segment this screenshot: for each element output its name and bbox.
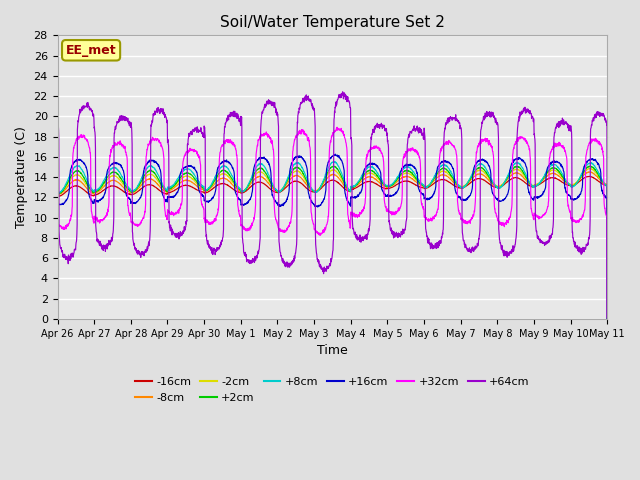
+16cm [570, 197, 578, 203]
-2cm [604, 316, 611, 322]
+32cm [54, 219, 61, 225]
+64cm [339, 89, 346, 95]
+16cm [349, 195, 356, 201]
+8cm [570, 183, 578, 189]
-16cm [555, 177, 563, 183]
-16cm [348, 186, 356, 192]
-2cm [348, 184, 356, 190]
Legend: -16cm, -8cm, -2cm, +2cm, +8cm, +16cm, +32cm, +64cm: -16cm, -8cm, -2cm, +2cm, +8cm, +16cm, +3… [131, 373, 534, 407]
+32cm [207, 222, 214, 228]
+32cm [570, 218, 578, 224]
Text: EE_met: EE_met [66, 44, 116, 57]
+16cm [604, 317, 611, 323]
+8cm [54, 189, 61, 194]
X-axis label: Time: Time [317, 344, 348, 357]
+32cm [349, 212, 356, 217]
-8cm [348, 185, 356, 191]
-16cm [207, 187, 214, 193]
Line: +32cm: +32cm [58, 127, 607, 317]
-8cm [604, 316, 611, 322]
-2cm [570, 182, 578, 188]
+2cm [207, 184, 214, 190]
-8cm [555, 173, 563, 179]
+64cm [555, 125, 563, 131]
Line: +64cm: +64cm [58, 92, 607, 319]
-8cm [360, 176, 368, 182]
Title: Soil/Water Temperature Set 2: Soil/Water Temperature Set 2 [220, 15, 445, 30]
Y-axis label: Temperature (C): Temperature (C) [15, 126, 28, 228]
+8cm [492, 184, 500, 190]
+2cm [54, 190, 61, 196]
+2cm [348, 184, 356, 190]
-16cm [492, 184, 500, 190]
+2cm [555, 168, 563, 174]
+64cm [207, 247, 214, 253]
-16cm [360, 180, 368, 186]
-8cm [54, 192, 61, 197]
+8cm [330, 159, 338, 165]
+32cm [604, 314, 611, 320]
+8cm [349, 184, 356, 190]
Line: -8cm: -8cm [58, 172, 607, 319]
+16cm [332, 151, 339, 157]
+64cm [604, 316, 611, 322]
+8cm [360, 169, 368, 175]
+8cm [604, 316, 611, 322]
+64cm [570, 239, 578, 244]
-2cm [360, 174, 368, 180]
-16cm [604, 316, 611, 322]
-2cm [586, 166, 593, 171]
-2cm [492, 182, 500, 188]
+64cm [492, 118, 500, 124]
+32cm [333, 124, 341, 130]
Line: -2cm: -2cm [58, 168, 607, 319]
+2cm [570, 183, 578, 189]
-16cm [570, 182, 578, 188]
+16cm [555, 160, 563, 166]
-8cm [570, 181, 578, 187]
-8cm [492, 183, 500, 189]
+16cm [207, 197, 214, 203]
+32cm [555, 142, 563, 147]
+32cm [360, 204, 368, 210]
+8cm [207, 182, 214, 188]
-2cm [555, 170, 563, 176]
-2cm [54, 191, 61, 196]
Line: -16cm: -16cm [58, 176, 607, 319]
-8cm [207, 185, 214, 191]
Line: +8cm: +8cm [58, 162, 607, 319]
+8cm [555, 166, 563, 171]
-2cm [207, 183, 214, 189]
+64cm [349, 217, 356, 223]
+16cm [54, 201, 61, 207]
Line: +2cm: +2cm [58, 166, 607, 319]
+16cm [492, 195, 500, 201]
+64cm [54, 118, 61, 123]
+2cm [586, 163, 594, 169]
+2cm [604, 316, 611, 322]
-16cm [586, 173, 593, 179]
+16cm [360, 167, 368, 173]
+2cm [492, 184, 500, 190]
+2cm [360, 171, 368, 177]
Line: +16cm: +16cm [58, 154, 607, 320]
-16cm [54, 193, 61, 199]
+32cm [492, 211, 500, 216]
-8cm [585, 169, 593, 175]
+64cm [360, 234, 368, 240]
